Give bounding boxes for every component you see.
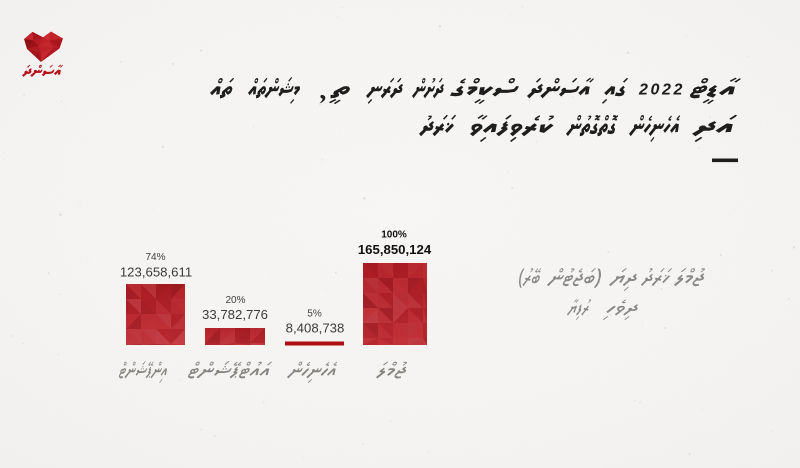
svg-text:8,408,738: 8,408,738 bbox=[286, 321, 345, 336]
svg-text:20%: 20% bbox=[225, 295, 245, 306]
svg-text:33,782,776: 33,782,776 bbox=[202, 307, 268, 322]
svg-text:5%: 5% bbox=[307, 309, 322, 320]
svg-text:165,850,124: 165,850,124 bbox=[358, 242, 432, 257]
svg-text:2022: 2022 bbox=[638, 82, 685, 99]
svg-text:74%: 74% bbox=[145, 252, 165, 263]
svg-text:123,658,611: 123,658,611 bbox=[120, 265, 192, 280]
svg-text:100%: 100% bbox=[381, 230, 407, 241]
